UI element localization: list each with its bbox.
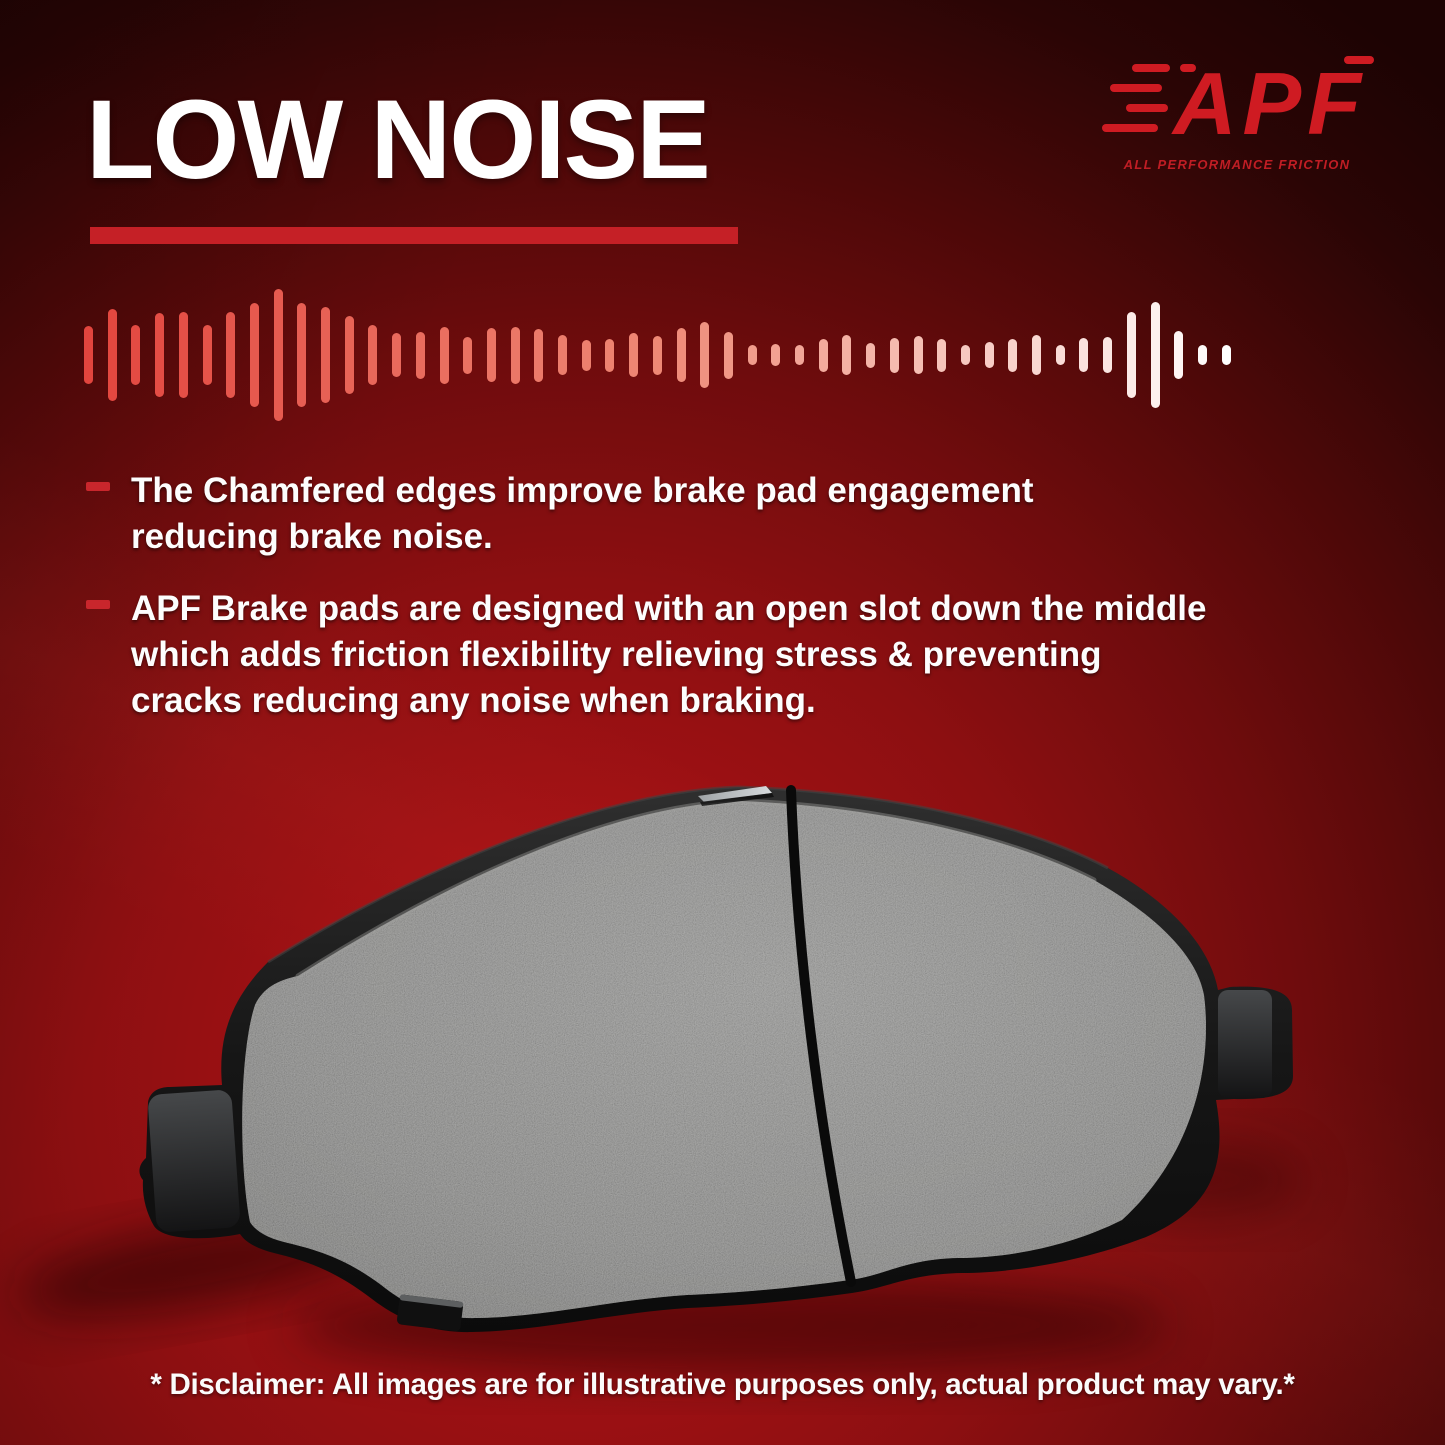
bottom-clip bbox=[396, 1294, 464, 1332]
wave-bar bbox=[1008, 338, 1018, 372]
wave-bar bbox=[818, 338, 828, 372]
wave-bar bbox=[249, 303, 259, 407]
wave-bar bbox=[178, 312, 188, 398]
right-ear-tab bbox=[1218, 990, 1272, 1098]
wave-bar bbox=[984, 342, 994, 368]
wave-bar bbox=[1055, 345, 1065, 365]
wave-bar bbox=[463, 336, 473, 374]
wave-bar bbox=[84, 326, 93, 384]
wave-bar bbox=[1197, 345, 1207, 365]
wave-bar bbox=[1221, 345, 1231, 365]
speed-lines-icon bbox=[1102, 56, 1374, 132]
backing-plate bbox=[139, 787, 1294, 1333]
wave-bar bbox=[795, 345, 804, 365]
wave-bar bbox=[415, 331, 425, 379]
wave-bar bbox=[1103, 337, 1113, 373]
wave-bar bbox=[558, 335, 567, 375]
wave-bar bbox=[131, 325, 141, 385]
wave-bar bbox=[392, 333, 402, 377]
bullet-dash-icon bbox=[86, 482, 110, 491]
wave-bar bbox=[960, 345, 970, 365]
wave-bar bbox=[629, 333, 639, 377]
wave-bar bbox=[344, 316, 354, 394]
wave-bar bbox=[321, 307, 330, 403]
wave-bar bbox=[439, 326, 449, 384]
chamfered-edge bbox=[295, 798, 1097, 979]
wave-bar bbox=[486, 328, 496, 382]
wave-bar bbox=[866, 342, 876, 368]
sound-wave-visualization bbox=[84, 285, 1284, 425]
bullet-text: The Chamfered edges improve brake pad en… bbox=[131, 471, 1034, 556]
wave-bar bbox=[155, 313, 165, 397]
apf-logo-mark: APF bbox=[1102, 54, 1374, 153]
disclaimer-text: * Disclaimer: All images are for illustr… bbox=[150, 1368, 1295, 1401]
wave-bar bbox=[747, 345, 757, 365]
wave-bar bbox=[1174, 331, 1184, 379]
page-title: LOW NOISE bbox=[86, 77, 711, 202]
wave-bar bbox=[202, 325, 212, 385]
wave-bar bbox=[700, 322, 710, 388]
friction-surface bbox=[242, 801, 1206, 1319]
wave-bar bbox=[510, 326, 520, 384]
left-ear-tab bbox=[148, 1090, 240, 1232]
wave-bar bbox=[273, 289, 283, 421]
bullet-dash-icon bbox=[86, 600, 110, 609]
logo-text: APF bbox=[1171, 54, 1367, 150]
wave-bar bbox=[581, 339, 591, 371]
bullet-item-chamfered-edges: The Chamfered edges improve brake pad en… bbox=[86, 468, 1033, 560]
wave-bar bbox=[913, 336, 923, 374]
wave-bar bbox=[842, 335, 852, 375]
wave-bar bbox=[771, 344, 781, 366]
wave-bar bbox=[723, 331, 733, 379]
wave-bar bbox=[1150, 302, 1160, 408]
wave-bar bbox=[368, 325, 378, 385]
bullet-item-open-slot: APF Brake pads are designed with an open… bbox=[86, 586, 1206, 724]
wave-bar bbox=[107, 309, 117, 401]
bullet-text: APF Brake pads are designed with an open… bbox=[131, 589, 1207, 720]
logo-tagline: ALL PERFORMANCE FRICTION bbox=[1123, 157, 1351, 172]
wave-bar bbox=[1032, 335, 1041, 375]
wave-bar bbox=[297, 303, 307, 407]
wave-bar bbox=[676, 328, 686, 382]
title-underline bbox=[90, 227, 738, 244]
wave-bar bbox=[937, 338, 947, 372]
center-slot bbox=[786, 785, 856, 1287]
wave-bar bbox=[226, 312, 236, 398]
wave-bar bbox=[534, 328, 544, 382]
shim-clip bbox=[698, 786, 772, 802]
wave-bar bbox=[1079, 338, 1089, 372]
apf-logo: APF ALL PERFORMANCE FRICTION bbox=[1092, 48, 1382, 172]
wave-bar bbox=[889, 337, 899, 373]
wave-bar bbox=[605, 338, 615, 372]
wave-bar bbox=[652, 335, 662, 375]
wave-bar bbox=[1126, 312, 1136, 398]
